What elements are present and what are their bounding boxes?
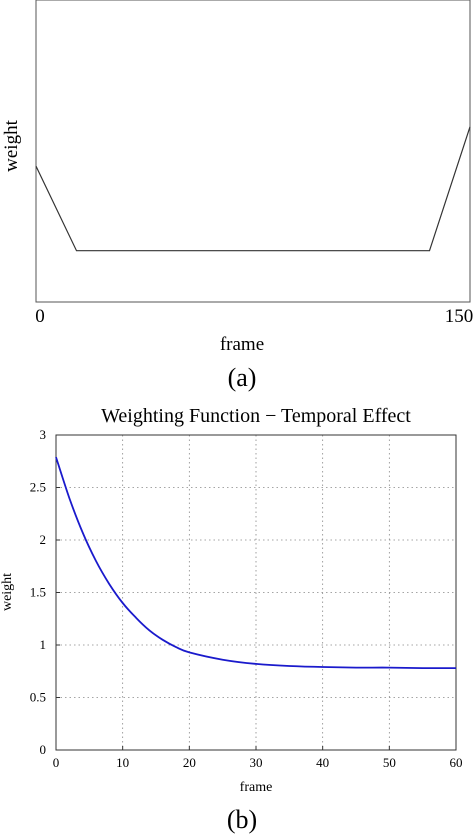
panel-b: Weighting Function − Temporal Effect 0 10… bbox=[0, 405, 463, 834]
panel-a-xtick-label-0: 0 bbox=[35, 306, 45, 327]
panel-a-series-line-0 bbox=[35, 126, 471, 252]
panel-b-xtick-label: 10 bbox=[116, 755, 129, 770]
panel-b-ytick-label: 1 bbox=[40, 637, 47, 652]
panel-b-xtick-label: 0 bbox=[53, 755, 60, 770]
panel-a-xlabel: frame bbox=[220, 334, 264, 355]
panel-b-xlabel: frame bbox=[240, 780, 273, 795]
panel-b-title: Weighting Function − Temporal Effect bbox=[101, 405, 411, 427]
panel-b-series-group bbox=[55, 456, 457, 670]
panel-a-caption: (a) bbox=[228, 363, 257, 392]
panel-b-ticks: 0 10 20 30 40 50 60 0 0.5 1 1.5 2 2.5 3 bbox=[30, 427, 463, 770]
panel-b-xtick-label: 60 bbox=[450, 755, 463, 770]
panel-b-ytick-label: 3 bbox=[40, 427, 47, 442]
panel-b-xtick-label: 40 bbox=[316, 755, 329, 770]
panel-b-ytick-label: 0 bbox=[40, 742, 47, 757]
panel-b-caption: (b) bbox=[227, 805, 257, 834]
panel-b-ytick-label: 2.5 bbox=[30, 480, 46, 495]
panel-a-ylabel: weight bbox=[1, 119, 22, 171]
panel-b-ylabel: weight bbox=[0, 573, 15, 611]
panel-b-grid bbox=[56, 435, 456, 750]
panel-b-ytick-label: 1.5 bbox=[30, 585, 46, 600]
panel-a: 0 150 frame weight (a) bbox=[1, 0, 473, 392]
panel-b-xtick-label: 30 bbox=[250, 755, 263, 770]
panel-a-series-group bbox=[35, 126, 471, 252]
panel-b-xtick-label: 20 bbox=[183, 755, 196, 770]
panel-b-xtick-label: 50 bbox=[383, 755, 396, 770]
panel-b-ytick-label: 0.5 bbox=[30, 690, 46, 705]
panel-a-xtick-label-1: 150 bbox=[445, 306, 474, 327]
panel-b-series-line-0 bbox=[55, 456, 457, 670]
panel-a-plot-frame bbox=[35, 0, 471, 303]
panel-b-ytick-label: 2 bbox=[40, 532, 47, 547]
